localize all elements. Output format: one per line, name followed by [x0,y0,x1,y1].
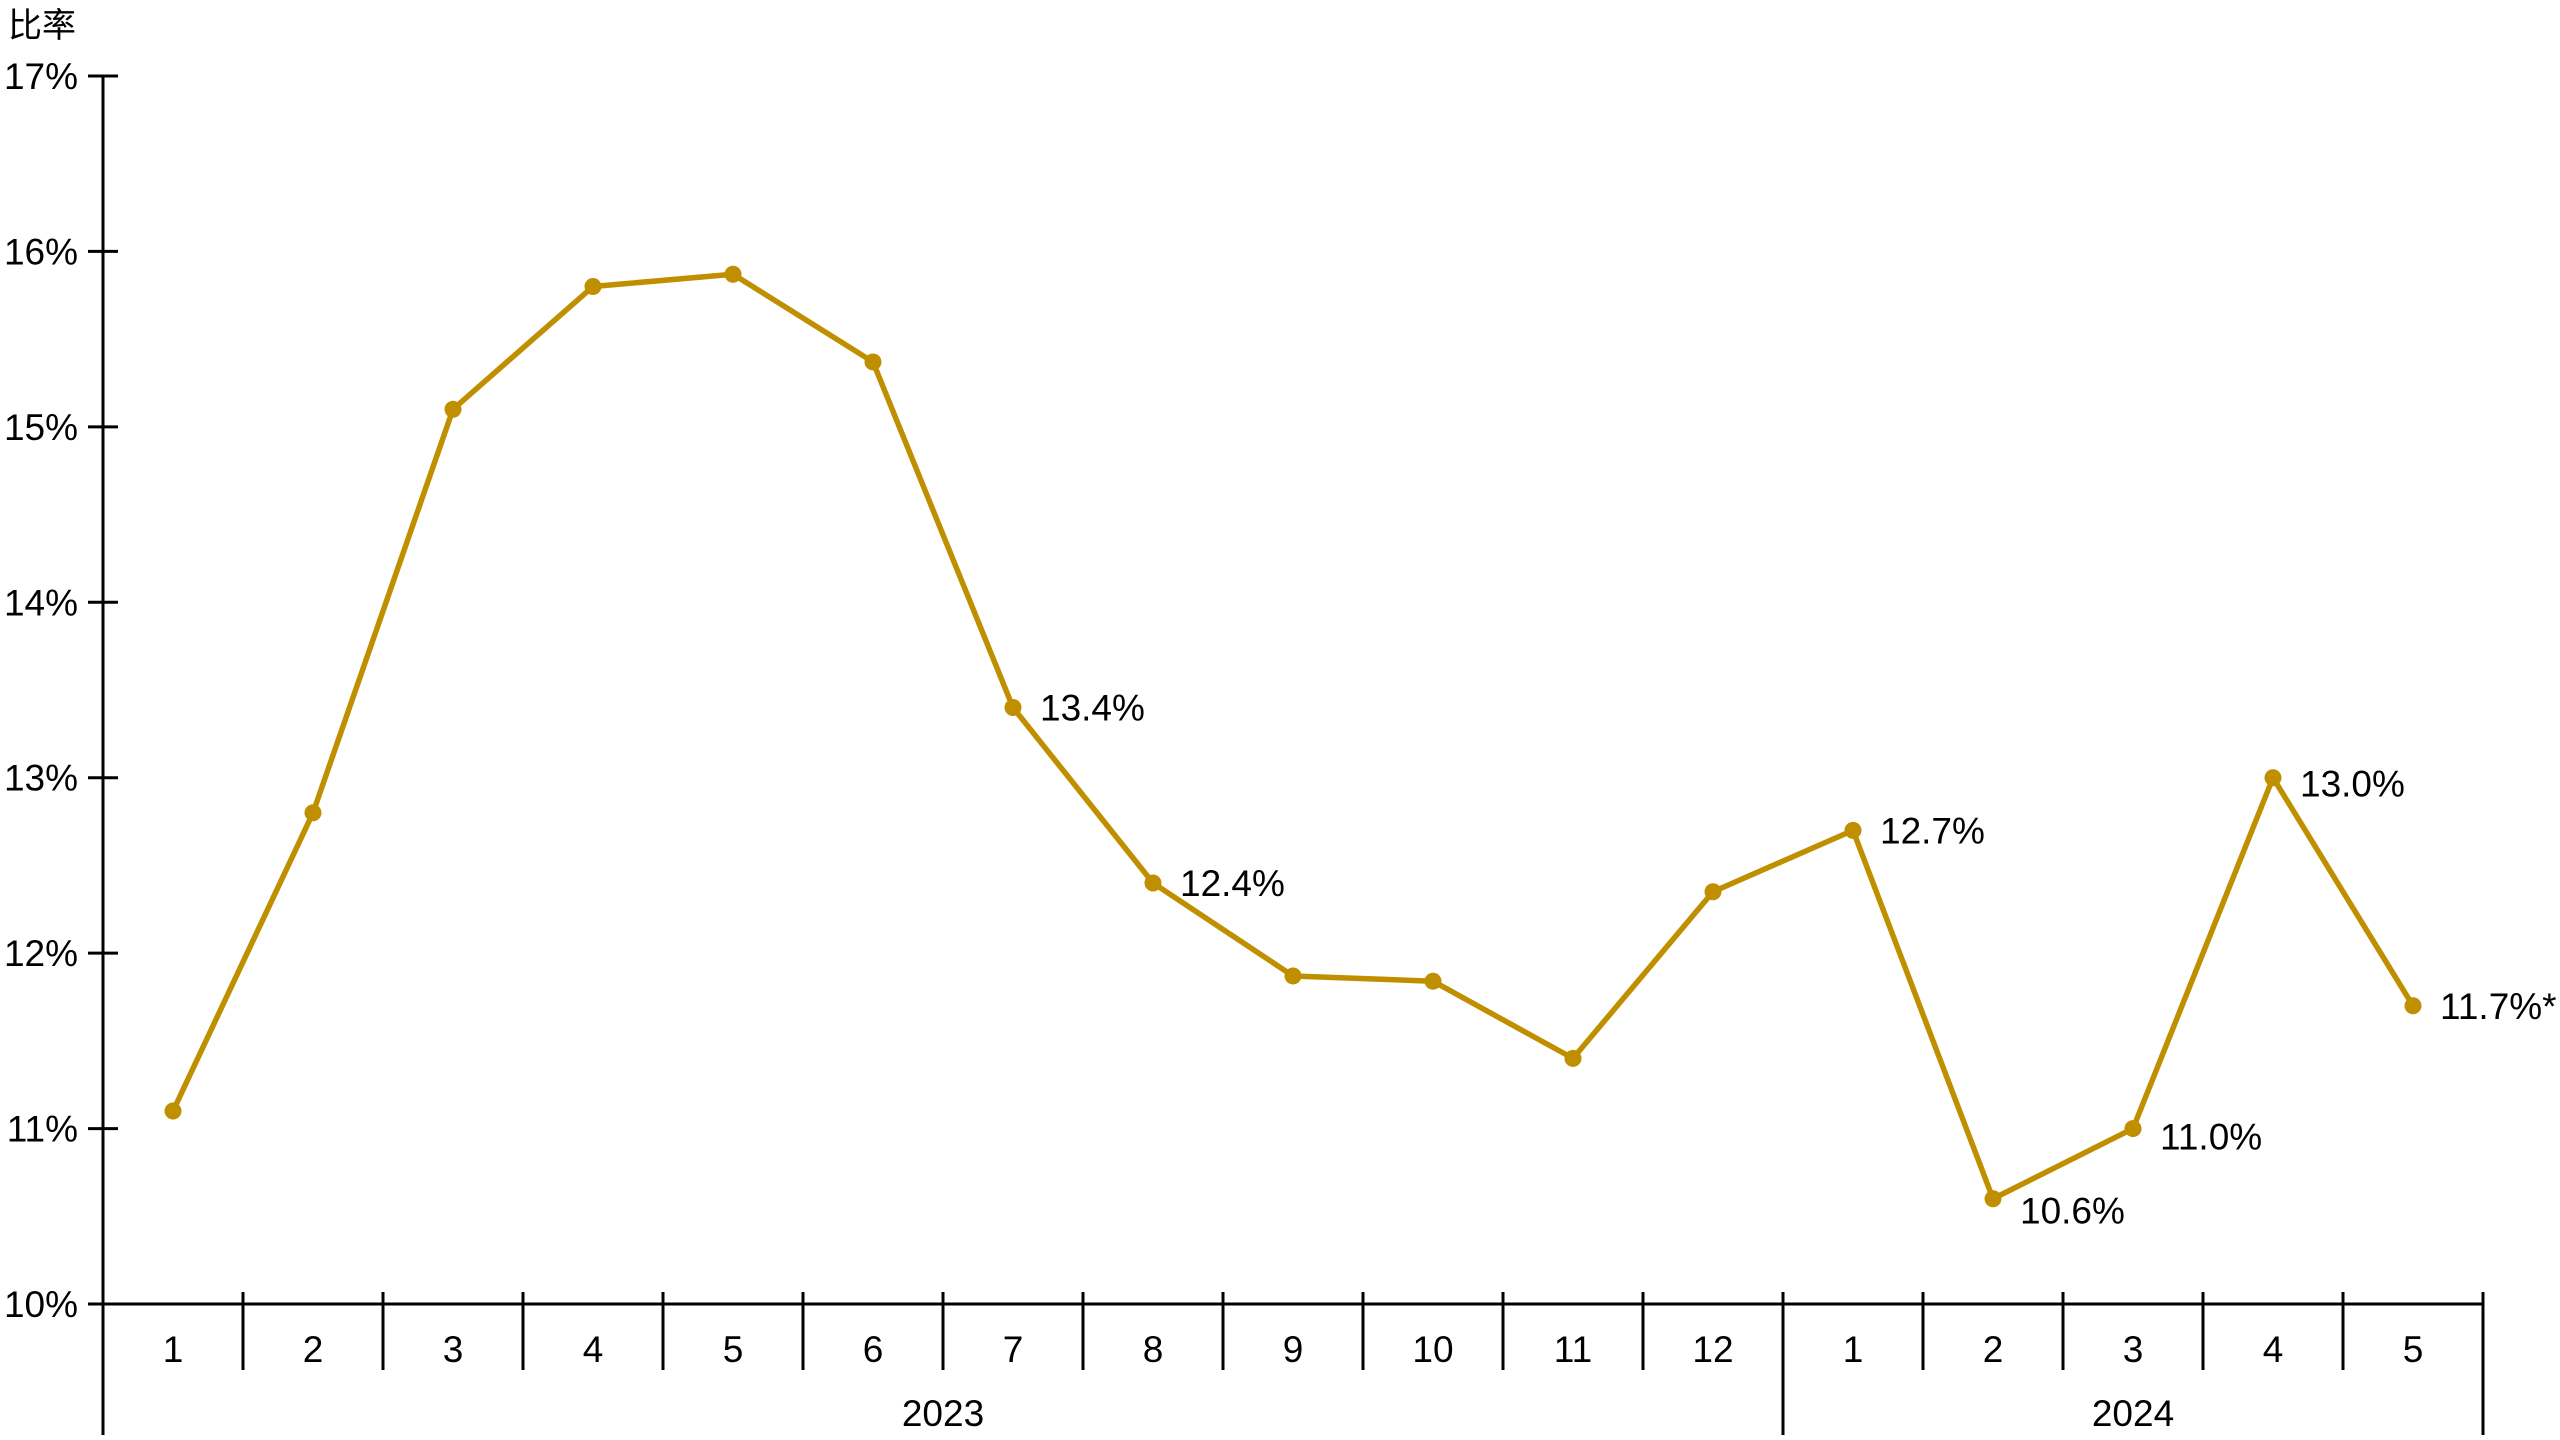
month-label: 3 [443,1329,464,1370]
data-point [304,804,322,822]
data-point [2264,769,2282,787]
data-point-label: 10.6% [2020,1191,2125,1232]
data-point-label: 13.4% [1040,688,1145,729]
month-label: 2 [1983,1329,2004,1370]
month-label: 4 [583,1329,604,1370]
data-point-label: 12.4% [1180,863,1285,904]
rate-series-line [170,271,2416,1202]
data-point [1424,972,1442,990]
month-label: 7 [1003,1329,1024,1370]
data-point-label: 11.7%* [2440,986,2557,1027]
data-point [444,400,462,418]
data-point [584,278,602,296]
month-label: 3 [2123,1329,2144,1370]
y-axis-tick-label: 10% [4,1284,78,1325]
month-label: 9 [1283,1329,1304,1370]
data-point [1564,1049,1582,1067]
y-axis-title: 比率 [8,7,76,45]
month-label: 4 [2263,1329,2284,1370]
data-point [1984,1190,2002,1208]
month-label: 5 [723,1329,744,1370]
year-label: 2023 [902,1393,984,1434]
y-axis-tick-label: 13% [4,758,78,799]
data-point [2124,1120,2142,1138]
y-axis-tick-label: 11% [7,1109,78,1150]
month-label: 2 [303,1329,324,1370]
y-axis-tick-label: 14% [4,582,78,623]
data-point-label: 11.0% [2160,1117,2262,1158]
month-label: 12 [1692,1329,1733,1370]
data-point [724,265,742,283]
month-label: 1 [163,1329,184,1370]
y-axis-tick-label: 17% [4,56,78,97]
month-label: 11 [1554,1329,1592,1370]
data-point [1704,883,1722,901]
month-label: 10 [1412,1329,1453,1370]
data-point [864,353,882,371]
year-label: 2024 [2092,1393,2174,1434]
data-point [1844,821,1862,839]
month-label: 8 [1143,1329,1164,1370]
month-label: 6 [863,1329,884,1370]
month-label: 5 [2403,1329,2424,1370]
y-axis-tick-label: 15% [4,407,78,448]
data-point-label: 13.0% [2300,764,2405,805]
y-axis-tick-label: 12% [4,933,78,974]
data-point [1144,874,1162,892]
y-axis-tick-label: 16% [4,231,78,272]
data-point [2404,997,2422,1015]
data-point [164,1102,182,1120]
month-label: 1 [1843,1329,1864,1370]
data-point [1284,967,1302,985]
data-point-label: 12.7% [1880,810,1985,851]
data-point [1004,699,1022,717]
